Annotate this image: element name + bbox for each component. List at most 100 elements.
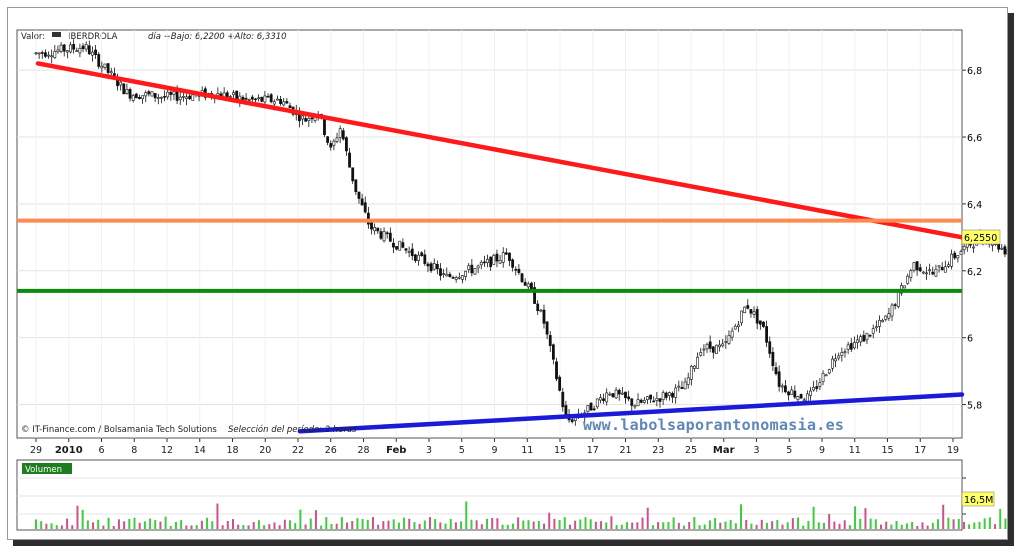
candle-body [805,393,809,402]
x-tick-label: 26 [325,445,337,456]
candle-body [896,291,900,307]
candle-body [247,99,251,101]
candle-body [122,83,126,95]
candle-body [91,51,94,56]
candle-body [266,95,270,98]
candle-body [711,346,715,353]
candle-body [473,268,477,275]
candle-body [188,95,192,100]
candle-body [276,98,279,101]
x-tick-label: 8 [131,445,137,456]
candle-body [718,344,721,348]
candle-body [373,226,377,232]
x-tick-label: Feb [386,445,406,456]
candle-body [175,91,179,101]
candle-body [765,326,769,343]
candle-body [677,385,681,388]
candle-body [329,143,333,148]
candle-body [655,398,659,401]
candle-body [708,341,712,349]
candle-body [514,268,518,271]
candle-body [840,352,844,356]
candle-body [163,96,166,98]
candle-body [918,267,922,272]
candle-body [824,374,828,377]
candle-body [479,261,483,266]
x-tick-label: 6 [98,445,104,456]
candle-body [138,96,141,99]
candle-body [166,91,170,98]
candle-body [620,392,624,395]
candle-body [777,371,781,387]
candle-body [884,315,888,320]
x-tick-label: 23 [652,445,664,456]
candle-body [457,276,461,279]
candle-body [639,399,643,403]
candle-body [169,91,173,95]
price-y-tick-label: 6,4 [967,200,982,211]
candle-body [664,392,668,398]
candle-body [859,336,863,343]
volume-grid [17,477,966,515]
candle-body [912,262,916,271]
candle-body [495,253,499,262]
candle-body [119,81,123,86]
candle-body [661,392,665,400]
candle-body [893,304,897,306]
candle-body [890,304,894,317]
candle-body [72,44,76,50]
candle-body [752,311,756,315]
candle-body [94,49,97,55]
candle-body [818,382,822,387]
candle-body [432,263,436,270]
candle-body [285,101,289,104]
volume-bars [35,501,1007,529]
x-tick-label: 28 [357,445,369,456]
candle-body [144,92,148,97]
candle-body [426,263,430,267]
candle-body [740,310,743,324]
candle-body [178,96,182,100]
candle-body [561,391,565,408]
candle-body [332,140,336,146]
candle-body [784,385,787,393]
candle-body [128,89,132,99]
x-tick-label: 9 [491,445,497,456]
candle-body [323,118,326,136]
candle-body [959,251,963,255]
candle-body [686,377,690,385]
candle-body [395,246,398,250]
candle-body [862,335,866,342]
candle-body [172,91,176,95]
candle-body [551,344,555,360]
candle-body [881,320,885,323]
candle-body [257,97,261,100]
candle-body [244,98,248,100]
candle-body [787,391,790,396]
x-tick-label: Mar [713,445,735,456]
candle-body [878,319,881,327]
candle-body [831,358,834,369]
watermark-text: www.labolsaporantonomasia.es [583,416,844,434]
footer-source: © IT-Finance.com / Bolsamania Tech Solut… [21,425,217,435]
candle-body [150,91,154,97]
candle-body [871,328,875,334]
candle-body [921,271,925,274]
candle-body [470,264,474,274]
candle-body [254,98,257,101]
candle-body [407,250,411,253]
candle-body [943,266,947,273]
x-tick-label: 5 [459,445,465,456]
x-tick-label: 25 [685,445,697,456]
candle-body [925,272,928,275]
candle-body [357,191,361,199]
candle-body [592,408,596,411]
candle-body [50,55,54,58]
candle-body [533,287,536,304]
candle-body [410,248,414,257]
candle-body [950,253,954,267]
candle-body [141,95,145,100]
candle-body [671,392,674,398]
candle-body [482,261,486,264]
candle-body [614,389,618,399]
